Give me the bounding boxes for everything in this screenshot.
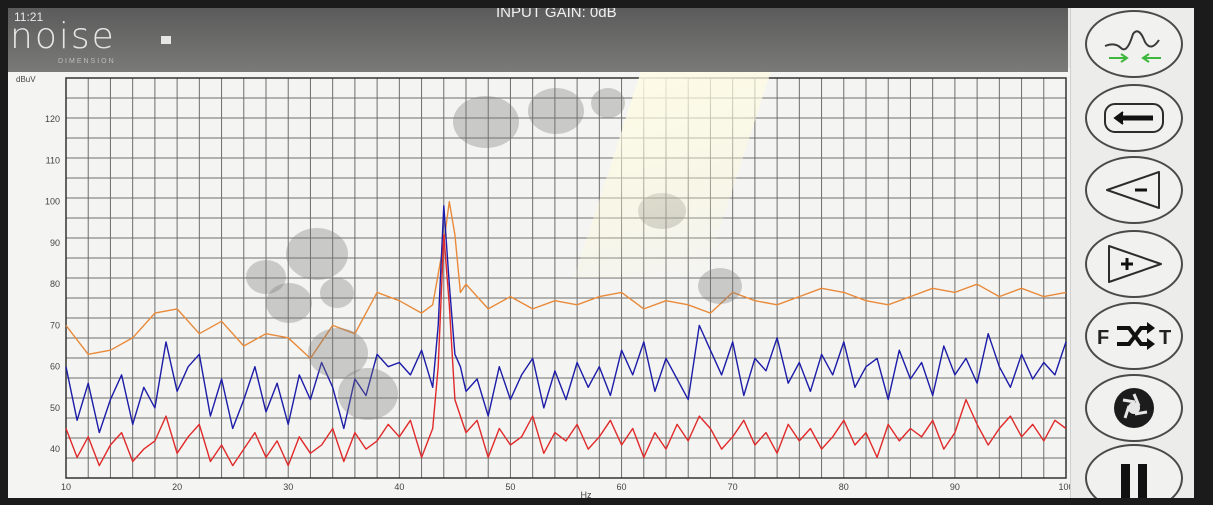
y-tick-label: 100 xyxy=(45,197,60,207)
control-sidebar: F T xyxy=(1070,8,1194,498)
y-tick-label: 50 xyxy=(50,403,60,413)
logo-mark-icon xyxy=(161,36,171,44)
x-tick-label: 100 xyxy=(1058,482,1070,492)
toggle-t-label: T xyxy=(1159,327,1171,349)
y-tick-label: 70 xyxy=(50,320,60,330)
pause-icon xyxy=(1121,464,1147,498)
minus-triangle-icon xyxy=(1106,171,1160,209)
y-tick-label: 110 xyxy=(46,155,60,165)
series-line-0 xyxy=(65,200,1067,360)
x-tick-label: 10 xyxy=(61,482,71,492)
back-arrow-icon xyxy=(1104,103,1164,133)
toggle-f-label: F xyxy=(1097,327,1109,349)
trace-compare-icon xyxy=(1104,30,1161,63)
spectrum-chart: 10 20 30 40 50 60 70 80 90 100 40 50 60 70 80 90 100 110 1… xyxy=(16,75,1070,498)
trace-compare-button[interactable] xyxy=(1085,10,1183,78)
increase-button[interactable] xyxy=(1085,230,1183,298)
x-tick-label: 90 xyxy=(950,482,960,492)
snapshot-button[interactable] xyxy=(1085,374,1183,442)
input-gain-label: INPUT GAIN: 0dB xyxy=(496,8,617,21)
top-bar: 11:21 noise DIMENSION INPUT GAIN: 0dB xyxy=(8,8,1068,72)
plus-triangle-icon xyxy=(1108,245,1162,283)
series-line-1 xyxy=(65,205,1067,434)
back-button[interactable] xyxy=(1085,84,1183,152)
pause-button[interactable] xyxy=(1085,444,1183,498)
y-axis-label: dBuV xyxy=(16,75,36,84)
y-tick-label: 60 xyxy=(50,362,60,372)
x-tick-label: 60 xyxy=(617,482,627,492)
screen: 10 20 30 40 50 60 70 80 90 100 40 50 60 70 80 90 100 110 1… xyxy=(8,8,1194,498)
y-tick-label: 40 xyxy=(50,444,60,454)
camera-shutter-icon xyxy=(1114,388,1154,428)
x-tick-label: 50 xyxy=(505,482,515,492)
x-tick-label: 80 xyxy=(839,482,849,492)
y-tick-label: 120 xyxy=(45,114,60,124)
brand-subtitle: DIMENSION xyxy=(58,58,116,65)
frequency-time-toggle-button[interactable]: F T xyxy=(1085,302,1183,370)
shuffle-f-t-icon: F T xyxy=(1097,322,1171,350)
x-axis-label: Hz xyxy=(581,490,592,498)
decrease-button[interactable] xyxy=(1085,156,1183,224)
y-tick-label: 80 xyxy=(50,279,60,289)
x-tick-label: 70 xyxy=(728,482,738,492)
series-line-2 xyxy=(65,233,1067,467)
spectrum-plot[interactable]: 10 20 30 40 50 60 70 80 90 100 40 50 60 70 80 90 100 110 1… xyxy=(8,68,1070,498)
x-tick-label: 20 xyxy=(172,482,182,492)
brand-logo: noise xyxy=(10,16,116,57)
x-tick-label: 30 xyxy=(283,482,293,492)
plot-frame xyxy=(65,77,1067,479)
y-tick-label: 90 xyxy=(50,238,60,248)
clock: 11:21 xyxy=(14,10,44,24)
x-tick-label: 40 xyxy=(394,482,404,492)
